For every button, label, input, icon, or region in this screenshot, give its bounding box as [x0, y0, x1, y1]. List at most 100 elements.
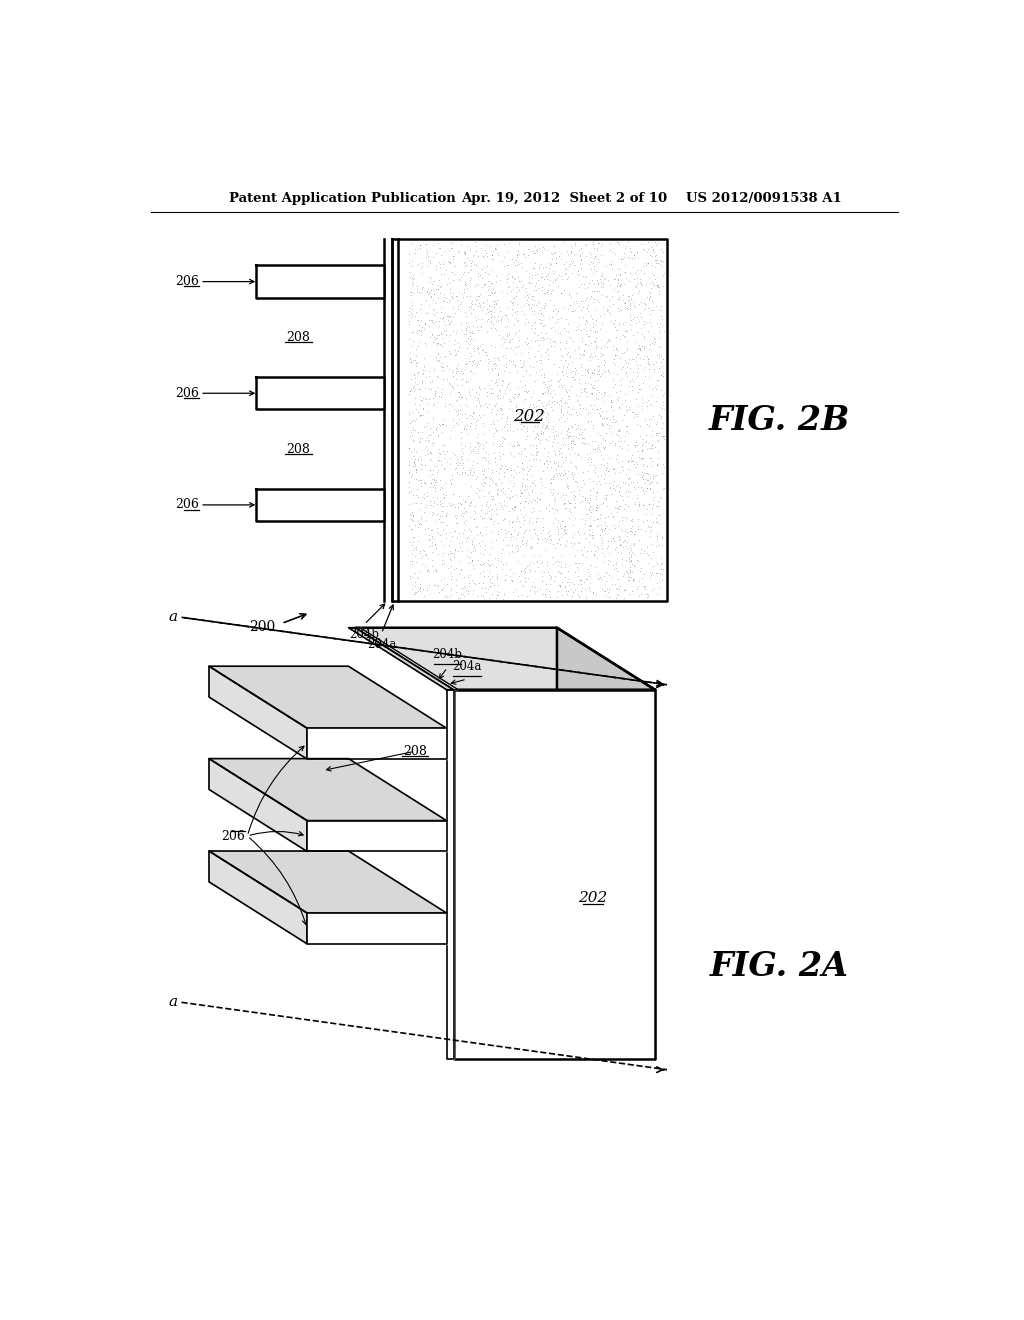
Point	[639, 499, 655, 520]
Point	[487, 265, 504, 286]
Point	[572, 418, 589, 440]
Point	[414, 370, 430, 391]
Point	[573, 319, 590, 341]
Point	[455, 437, 471, 458]
Point	[620, 366, 636, 387]
Point	[590, 388, 606, 409]
Point	[592, 465, 608, 486]
Point	[646, 463, 663, 484]
Point	[475, 544, 492, 565]
Point	[540, 392, 556, 413]
Point	[547, 499, 563, 520]
Point	[615, 246, 632, 267]
Point	[515, 560, 531, 581]
Point	[641, 494, 657, 515]
Point	[515, 275, 531, 296]
Point	[586, 289, 602, 310]
Point	[525, 553, 542, 574]
Point	[451, 381, 467, 403]
Point	[644, 533, 660, 554]
Point	[476, 486, 493, 507]
Point	[534, 298, 550, 319]
Point	[525, 545, 542, 566]
Point	[649, 249, 666, 271]
Point	[612, 380, 629, 401]
Point	[588, 486, 604, 507]
Point	[493, 494, 509, 515]
Point	[484, 498, 501, 519]
Point	[486, 474, 503, 495]
Point	[537, 454, 553, 475]
Point	[528, 330, 545, 351]
Point	[505, 272, 521, 293]
Point	[487, 354, 504, 375]
Point	[483, 273, 500, 294]
Point	[563, 429, 580, 450]
Point	[443, 473, 460, 494]
Point	[471, 486, 487, 507]
Point	[564, 461, 581, 482]
Point	[402, 348, 419, 370]
Point	[624, 537, 640, 558]
Point	[470, 532, 486, 553]
Point	[635, 338, 651, 359]
Point	[520, 342, 537, 363]
Point	[479, 290, 496, 312]
Point	[421, 529, 437, 550]
Point	[418, 495, 434, 516]
Point	[489, 523, 506, 544]
Point	[428, 301, 444, 322]
Point	[444, 360, 461, 381]
Point	[585, 438, 601, 459]
Point	[559, 477, 575, 498]
Point	[400, 515, 417, 536]
Point	[578, 546, 594, 568]
Point	[593, 494, 609, 515]
Point	[404, 531, 421, 552]
Point	[409, 281, 425, 302]
Point	[431, 277, 447, 298]
Point	[418, 545, 434, 566]
Point	[489, 585, 506, 606]
Point	[519, 408, 536, 429]
Point	[465, 573, 481, 594]
Point	[511, 231, 527, 252]
Point	[639, 510, 655, 531]
Point	[476, 447, 493, 469]
Point	[589, 482, 605, 503]
Point	[475, 561, 492, 582]
Point	[540, 327, 556, 348]
Point	[442, 541, 459, 562]
Point	[554, 572, 570, 593]
Point	[642, 286, 658, 308]
Point	[531, 433, 548, 454]
Point	[616, 529, 633, 550]
Point	[552, 399, 568, 420]
Point	[436, 487, 453, 508]
Point	[549, 465, 565, 486]
Point	[606, 539, 623, 560]
Point	[653, 535, 670, 556]
Point	[458, 531, 474, 552]
Point	[460, 581, 476, 602]
Point	[526, 280, 543, 301]
Point	[584, 363, 600, 384]
Point	[475, 434, 492, 455]
Point	[625, 541, 641, 562]
Point	[437, 260, 454, 281]
Point	[652, 306, 669, 327]
Point	[408, 399, 424, 420]
Point	[592, 318, 608, 339]
Point	[425, 387, 441, 408]
Point	[593, 276, 609, 297]
Point	[547, 319, 563, 341]
Point	[401, 425, 418, 446]
Point	[579, 444, 595, 465]
Point	[570, 347, 587, 368]
Point	[623, 566, 639, 587]
Point	[549, 550, 565, 572]
Polygon shape	[209, 759, 446, 821]
Point	[578, 569, 594, 590]
Point	[608, 388, 625, 409]
Point	[488, 474, 505, 495]
